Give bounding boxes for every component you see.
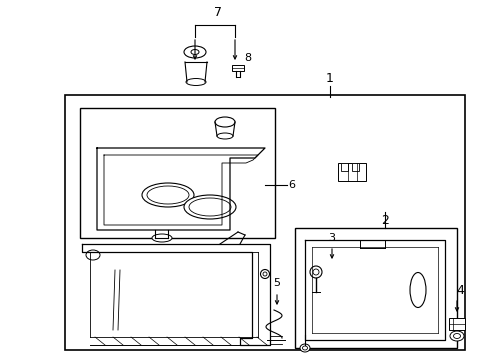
Text: 7: 7: [214, 5, 222, 18]
Bar: [340, 163, 347, 171]
Text: 1: 1: [325, 72, 333, 85]
Text: 6: 6: [288, 180, 295, 190]
Ellipse shape: [260, 270, 269, 279]
Text: 2: 2: [380, 213, 388, 226]
Ellipse shape: [302, 346, 307, 350]
Ellipse shape: [86, 250, 100, 260]
Ellipse shape: [309, 266, 321, 278]
Bar: [80, 108, 274, 238]
Text: 5: 5: [273, 278, 280, 288]
Ellipse shape: [191, 50, 199, 54]
Ellipse shape: [312, 269, 318, 275]
Text: 4: 4: [455, 284, 463, 297]
Text: 8: 8: [244, 53, 251, 63]
Ellipse shape: [183, 195, 236, 219]
Bar: [351, 163, 358, 171]
Ellipse shape: [185, 78, 205, 86]
Ellipse shape: [189, 198, 230, 216]
Ellipse shape: [152, 234, 172, 242]
Ellipse shape: [263, 272, 266, 276]
Ellipse shape: [299, 344, 309, 352]
Ellipse shape: [215, 117, 235, 127]
Ellipse shape: [452, 333, 460, 338]
Text: 3: 3: [328, 233, 335, 243]
Bar: [448, 318, 464, 330]
Ellipse shape: [409, 273, 425, 307]
Bar: [337, 163, 365, 181]
Ellipse shape: [449, 331, 463, 341]
Ellipse shape: [183, 46, 205, 58]
Ellipse shape: [217, 133, 232, 139]
Ellipse shape: [142, 183, 194, 207]
Bar: [294, 228, 456, 348]
Bar: [231, 65, 244, 71]
Bar: [65, 95, 464, 350]
Ellipse shape: [147, 186, 189, 204]
